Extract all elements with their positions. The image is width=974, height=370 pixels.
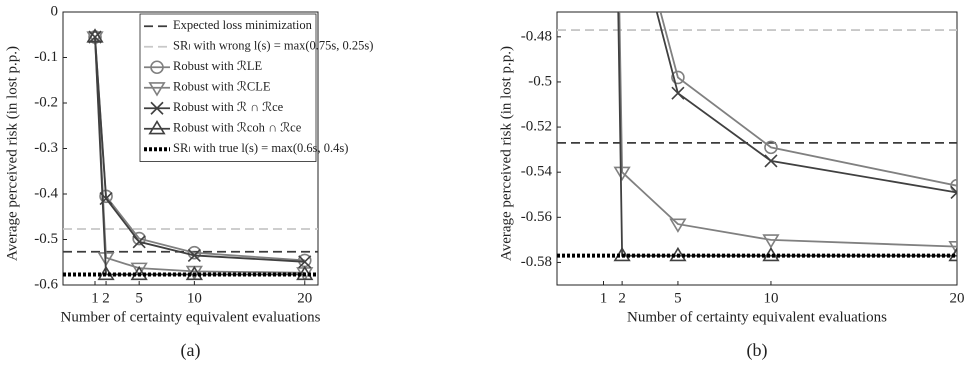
legend-label: Robust with ℛcoh ∩ ℛce <box>173 121 302 135</box>
marker <box>762 234 780 249</box>
y-tick-label: -0.5 <box>528 73 552 89</box>
marker <box>132 235 146 249</box>
series-line <box>659 12 957 187</box>
marker <box>764 154 778 168</box>
y-tick-label: -0.56 <box>521 209 553 225</box>
plot <box>63 28 318 282</box>
marker <box>130 262 148 277</box>
y-tick-label: 0 <box>51 3 59 19</box>
x-tick-label: 1 <box>600 290 608 306</box>
marker <box>187 248 201 262</box>
x-tick-label: 5 <box>135 290 143 306</box>
plot <box>557 12 957 262</box>
x-tick-label: 5 <box>674 290 682 306</box>
marker <box>187 245 202 260</box>
series-line <box>618 12 957 248</box>
legend-label: Robust with ℛLE <box>173 59 263 73</box>
marker <box>150 101 164 115</box>
x-tick-label: 10 <box>763 290 778 306</box>
x-axis-label: Number of certainty equivalent evaluatio… <box>627 309 887 325</box>
y-tick-label: -0.54 <box>521 164 553 180</box>
marker <box>86 31 104 46</box>
marker <box>950 178 957 193</box>
y-axis-label: Average perceived risk (in lost p.p.) <box>498 46 514 261</box>
caption: (a) <box>181 340 201 361</box>
y-axis-label: Average perceived risk (in lost p.p.) <box>4 46 20 261</box>
y-tick-label: -0.3 <box>34 140 58 156</box>
y-tick-label: -0.52 <box>521 119 552 135</box>
panel: 0 -0.1 -0.2 -0.3 -0.4 -0.5 -0.6 1 2 5 10 20 Number o… <box>4 3 373 361</box>
legend-label: Expected loss minimization <box>173 18 313 32</box>
legend-label: SRₗ with wrong l(s) = max(0.75s, 0.25s) <box>173 39 373 53</box>
y-tick-label: -0.58 <box>521 254 552 270</box>
x-axis-label: Number of certainty equivalent evaluatio… <box>61 309 321 325</box>
marker <box>298 255 312 269</box>
marker <box>764 140 778 155</box>
marker <box>97 252 115 267</box>
legend-label: Robust with ℛ ∩ ℛce <box>173 100 284 114</box>
marker <box>613 166 631 181</box>
marker <box>148 119 166 135</box>
x-tick-label: 20 <box>950 290 965 306</box>
marker <box>86 28 104 43</box>
panel: -0.48 -0.5 -0.52 -0.54 -0.56 -0.58 1 2 5 10 20 Numb… <box>498 11 965 361</box>
marker <box>669 218 687 233</box>
y-tick-label: -0.48 <box>521 28 552 44</box>
x-tick-label: 10 <box>187 290 202 306</box>
y-tick-label: -0.6 <box>34 276 58 292</box>
marker <box>671 70 685 85</box>
x-tick-label: 20 <box>297 290 312 306</box>
y-tick-label: -0.5 <box>34 231 58 247</box>
legend-label: Robust with ℛCLE <box>173 80 271 94</box>
y-tick-label: -0.1 <box>34 49 58 65</box>
marker <box>132 231 146 246</box>
plot-area <box>556 11 958 286</box>
y-tick-label: -0.2 <box>34 94 58 110</box>
marker <box>148 82 166 97</box>
x-tick-label: 2 <box>102 290 110 306</box>
legend-label: SRₗ with true l(s) = max(0.6s, 0.4s) <box>173 141 348 155</box>
y-tick-label: -0.4 <box>34 185 58 201</box>
marker <box>948 241 957 256</box>
marker <box>150 60 164 75</box>
x-tick-label: 1 <box>91 290 99 306</box>
marker <box>671 86 685 100</box>
marker <box>950 185 957 200</box>
x-tick-label: 2 <box>618 290 626 306</box>
caption: (b) <box>747 340 768 361</box>
